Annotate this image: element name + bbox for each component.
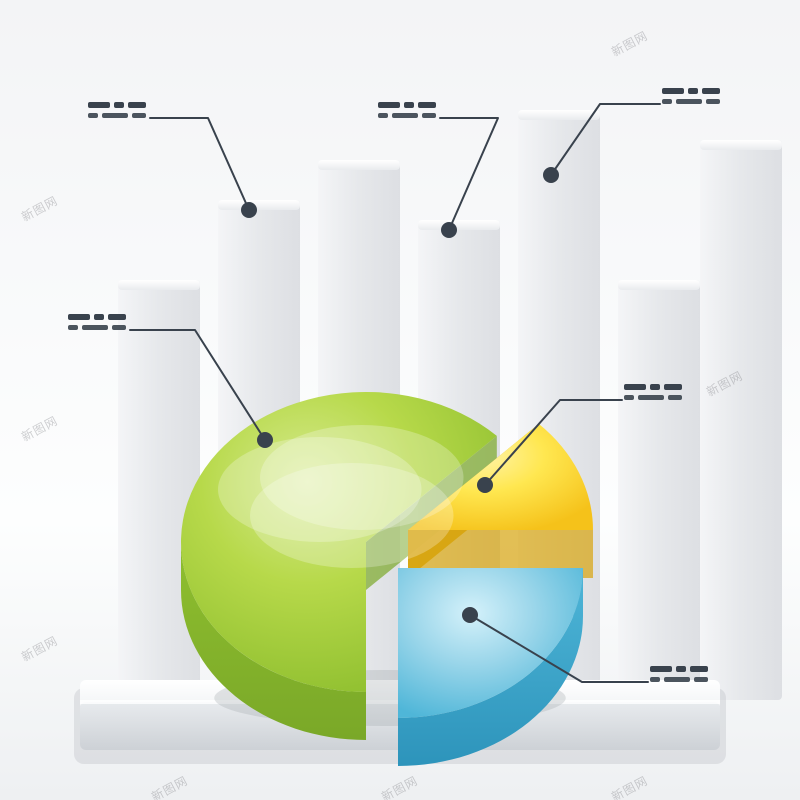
bar-1 xyxy=(118,280,200,700)
infographic-stage: 新图网新图网新图网新图网新图网新图网新图网新图网 xyxy=(0,0,800,800)
chart-svg xyxy=(0,0,800,800)
bar-7 xyxy=(700,140,782,700)
bar-6 xyxy=(618,280,700,700)
